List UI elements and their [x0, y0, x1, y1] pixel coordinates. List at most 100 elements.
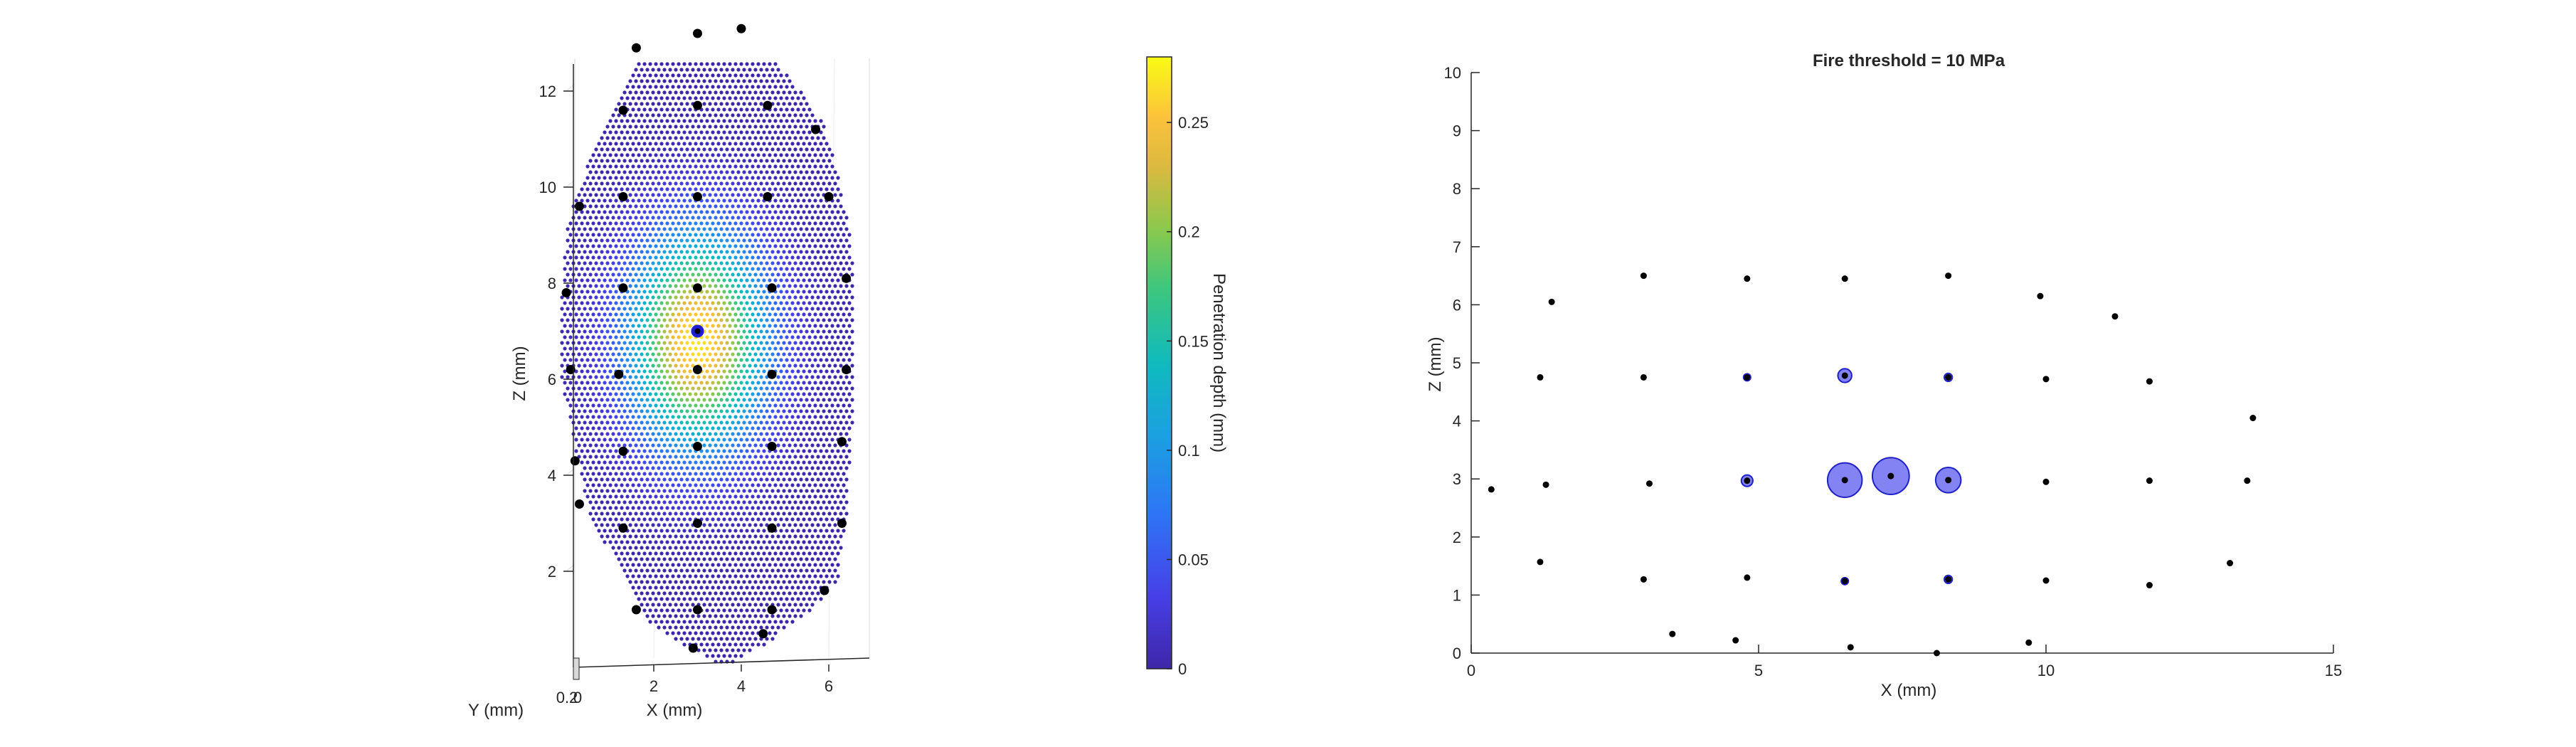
- surface-point: [716, 312, 721, 317]
- surface-point: [588, 398, 593, 402]
- surface-point: [662, 489, 667, 493]
- surface-point: [668, 136, 672, 140]
- surface-point: [731, 477, 735, 482]
- surface-point: [622, 147, 627, 152]
- surface-point: [847, 312, 852, 317]
- surface-point: [688, 164, 692, 169]
- surface-point: [668, 159, 672, 163]
- surface-point: [603, 472, 607, 476]
- surface-point: [588, 466, 593, 470]
- surface-point: [702, 113, 706, 117]
- surface-point: [648, 415, 652, 419]
- surface-point: [733, 517, 738, 521]
- surface-point: [674, 534, 678, 539]
- surface-point: [614, 517, 618, 521]
- surface-point: [842, 267, 846, 271]
- surface-point: [770, 420, 775, 425]
- surface-point: [699, 483, 704, 487]
- surface-point: [585, 335, 590, 339]
- surface-point: [696, 159, 701, 163]
- surface-point: [668, 398, 672, 402]
- surface-point: [830, 312, 834, 317]
- surface-point: [793, 113, 797, 117]
- surface-point: [839, 455, 843, 459]
- surface-point: [714, 193, 718, 197]
- surface-point: [640, 170, 644, 174]
- surface-point: [793, 352, 797, 356]
- surface-point: [611, 523, 615, 527]
- surface-point: [756, 608, 760, 613]
- surface-point: [702, 90, 706, 95]
- surface-point: [839, 284, 843, 288]
- surface-point: [739, 494, 743, 499]
- surface-point: [671, 494, 675, 499]
- surface-point: [816, 466, 820, 470]
- surface-point: [793, 420, 797, 425]
- surface-point: [577, 295, 581, 300]
- surface-point: [779, 267, 783, 271]
- surface-point: [648, 62, 652, 66]
- surface-point: [671, 392, 675, 396]
- surface-point: [577, 341, 581, 345]
- surface-point: [762, 597, 766, 601]
- surface-point: [614, 506, 618, 510]
- surface-point: [662, 557, 667, 561]
- surface-point: [682, 563, 687, 567]
- surface-point: [682, 529, 687, 533]
- surface-point: [580, 210, 584, 214]
- surface-point: [679, 170, 684, 174]
- surface-point: [833, 534, 837, 539]
- surface-point: [677, 130, 681, 134]
- surface-point: [574, 381, 578, 385]
- surface-point: [719, 136, 723, 140]
- surface-point: [716, 620, 721, 624]
- surface-point: [628, 113, 632, 117]
- surface-point: [819, 597, 823, 601]
- surface-point: [580, 221, 584, 226]
- surface-point: [799, 500, 803, 504]
- surface-point: [637, 438, 641, 442]
- surface-point: [662, 625, 667, 630]
- surface-point: [588, 250, 593, 254]
- surface-point: [844, 512, 849, 516]
- surface-point: [631, 506, 635, 510]
- surface-point: [702, 170, 706, 174]
- surface-point: [614, 494, 618, 499]
- surface-point: [645, 216, 650, 220]
- surface-point: [696, 261, 701, 265]
- surface-point: [694, 426, 698, 430]
- surface-point: [603, 346, 607, 351]
- z-tick-label: 6: [548, 371, 556, 388]
- surface-point: [685, 238, 689, 243]
- surface-point: [560, 307, 564, 311]
- surface-point: [833, 216, 837, 220]
- surface-point: [762, 176, 766, 180]
- surface-point: [705, 73, 709, 78]
- surface-point: [671, 574, 675, 578]
- surface-point: [768, 631, 772, 635]
- surface-point: [762, 426, 766, 430]
- surface-point: [807, 529, 812, 533]
- surface-point: [819, 472, 823, 476]
- surface-point: [802, 312, 806, 317]
- surface-point: [745, 221, 749, 226]
- surface-point: [822, 147, 826, 152]
- surface-point: [677, 153, 681, 157]
- surface-point: [759, 261, 763, 265]
- surface-point: [739, 540, 743, 544]
- surface-point: [648, 187, 652, 191]
- surface-point: [637, 119, 641, 123]
- surface-point: [714, 637, 718, 641]
- surface-point: [634, 79, 638, 83]
- surface-point: [696, 170, 701, 174]
- surface-point: [714, 329, 718, 334]
- surface-point: [679, 489, 684, 493]
- surface-point: [637, 290, 641, 294]
- surface-point: [708, 318, 712, 322]
- surface-point: [694, 187, 698, 191]
- surface-point: [751, 324, 755, 328]
- surface-point: [671, 597, 675, 601]
- surface-point: [705, 381, 709, 385]
- surface-point: [682, 221, 687, 226]
- surface-point: [796, 551, 800, 556]
